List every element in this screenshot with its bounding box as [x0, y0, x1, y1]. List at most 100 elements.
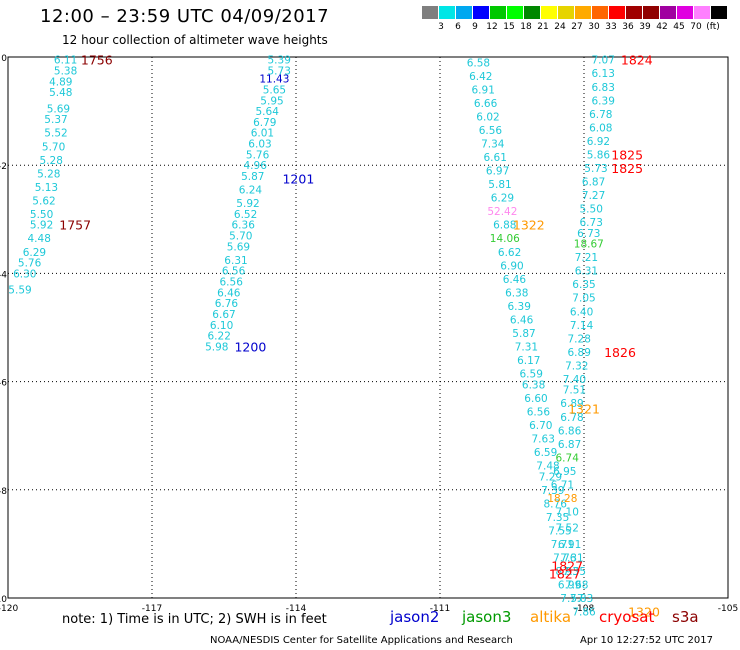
- wave-height-point: 5.13: [35, 182, 58, 194]
- wave-height-point: 6.22: [208, 331, 231, 343]
- wave-height-point: 6.89: [568, 347, 591, 359]
- wave-height-point: 4.89: [49, 76, 72, 88]
- pass-time-label: 1322: [513, 218, 545, 233]
- wave-height-point: 6.67: [212, 309, 235, 321]
- pass-time-label: 1200: [234, 339, 266, 354]
- wave-height-point: 6.95: [553, 466, 576, 478]
- wave-height-point: 6.90: [500, 260, 523, 272]
- x-tick-label: -105: [718, 604, 738, 614]
- wave-height-point: 6.46: [217, 287, 241, 299]
- wave-height-point: 6.78: [589, 109, 612, 121]
- wave-height-point: 7.31: [515, 341, 538, 353]
- wave-height-point: 5.70: [42, 141, 65, 153]
- wave-height-point: 6.35: [572, 279, 595, 291]
- wave-height-point: 5.76: [18, 258, 42, 270]
- y-tick-label: 0: [1, 54, 7, 64]
- wave-height-point: 6.13: [592, 68, 615, 80]
- wave-height-point: 6.89: [560, 398, 583, 410]
- wave-height-point: 6.03: [248, 139, 271, 151]
- wave-height-point: 6.42: [469, 71, 492, 83]
- colorbar-swatch: [524, 6, 541, 19]
- wave-height-point: 6.99: [558, 579, 581, 591]
- wave-height-point: 6.66: [474, 98, 498, 110]
- colorbar-label: 42: [656, 22, 668, 32]
- pass-time-label: 1201: [282, 172, 314, 187]
- wave-height-point: 7.76: [553, 552, 577, 564]
- wave-height-point: 6.58: [467, 57, 490, 69]
- wave-height-point: 5.38: [54, 66, 77, 78]
- wave-height-point: 7.55: [563, 566, 586, 578]
- colorbar-swatch: [660, 6, 677, 19]
- wave-height-point: 6.74: [556, 452, 580, 464]
- wave-height-point: 7.55: [548, 525, 571, 537]
- wave-height-point: 7.35: [546, 512, 569, 524]
- wave-height-point: 7.14: [570, 320, 594, 332]
- wave-height-point: 6.39: [508, 301, 531, 313]
- wave-height-point: 6.71: [551, 479, 574, 491]
- colorbar-swatch: [609, 6, 626, 19]
- wave-height-point: 5.95: [260, 95, 283, 107]
- wave-height-point: 7.34: [481, 139, 505, 151]
- wave-height-point: 5.81: [488, 179, 511, 191]
- wave-height-point: 6.88: [493, 220, 516, 232]
- wave-height-point: 5.50: [580, 203, 603, 215]
- wave-height-point: 6.46: [503, 274, 527, 286]
- colorbar-swatch: [456, 6, 473, 19]
- wave-height-point: 6.56: [220, 277, 244, 289]
- wave-height-point: 5.37: [44, 114, 67, 126]
- colorbar-swatch: [422, 6, 439, 19]
- wave-height-point: 5.69: [227, 241, 250, 253]
- wave-height-point: 5.76: [246, 149, 270, 161]
- wave-height-point: 6.39: [592, 95, 615, 107]
- wave-height-point: 7.63: [532, 433, 555, 445]
- legend-satellite-altika: altika: [530, 608, 572, 626]
- colorbar-swatch: [643, 6, 660, 19]
- wave-height-point: 7.21: [575, 252, 598, 264]
- wave-height-point: 6.17: [517, 355, 540, 367]
- pass-time-label: 1827: [549, 567, 581, 582]
- wave-height-point: 7.05: [572, 293, 595, 305]
- wave-height-point: 5.39: [268, 55, 291, 67]
- wave-height-point: 6.73: [577, 228, 600, 240]
- wave-height-point: 5.92: [236, 198, 259, 210]
- wave-height-point: 6.59: [534, 447, 557, 459]
- wave-height-point: 6.78: [560, 412, 583, 424]
- wave-height-point: 6.30: [13, 268, 36, 280]
- wave-height-point: 5.86: [587, 149, 611, 161]
- wave-height-point: 6.60: [524, 393, 547, 405]
- wave-height-point: 6.83: [592, 82, 615, 94]
- colorbar-label: 12: [486, 22, 498, 32]
- wave-height-point: 4.96: [244, 160, 268, 172]
- colorbar-label: 70: [690, 22, 702, 32]
- wave-height-point: 7.57: [560, 593, 583, 605]
- y-tick-label: -8: [0, 487, 7, 497]
- colorbar-label: 9: [472, 22, 478, 32]
- wave-height-point: 5.28: [37, 168, 60, 180]
- colorbar-label: 3: [438, 22, 444, 32]
- y-tick-label: -2: [0, 162, 7, 172]
- wave-height-point: 5.92: [30, 220, 53, 232]
- wave-height-point: 7.29: [539, 471, 562, 483]
- wave-height-point: 7.10: [556, 506, 579, 518]
- wave-height-point: 6.52: [234, 209, 257, 221]
- colorbar-label: 27: [571, 22, 583, 32]
- colorbar-label: 30: [588, 22, 600, 32]
- wave-height-point: 6.76: [215, 298, 239, 310]
- colorbar-swatch: [541, 6, 558, 19]
- wave-height-point: 7.48: [536, 460, 559, 472]
- wave-height-point: 6.31: [224, 255, 247, 267]
- wave-height-point: 5.28: [40, 155, 63, 167]
- pass-time-label: 1825: [611, 161, 643, 176]
- pass-time-label: 1320: [628, 605, 660, 620]
- colorbar-swatch: [711, 6, 728, 19]
- pass-time-label: 1825: [611, 147, 643, 162]
- wave-height-point: 6.46: [510, 314, 534, 326]
- wave-height-point: 6.87: [582, 176, 605, 188]
- legend-satellite-jason3: jason3: [462, 608, 512, 626]
- wave-height-point: 8.93: [556, 566, 579, 578]
- pass-time-label: 1757: [59, 218, 91, 233]
- wave-height-point: 7.83: [570, 593, 593, 605]
- wave-height-point: 4.48: [28, 233, 51, 245]
- colorbar-swatch: [694, 6, 711, 19]
